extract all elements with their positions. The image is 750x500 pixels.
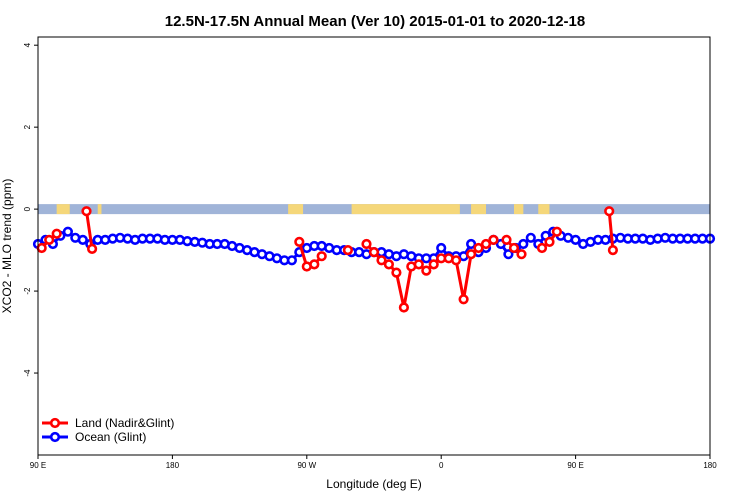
data-point: [570, 234, 581, 245]
land-band-segment: [97, 204, 102, 215]
legend-label: Ocean (Glint): [75, 430, 146, 444]
data-point: [316, 251, 327, 262]
data-point: [421, 265, 432, 276]
series-line: [85, 210, 94, 250]
data-point: [466, 249, 477, 260]
data-point: [51, 228, 62, 239]
data-point: [81, 206, 92, 217]
land-band-segment: [351, 204, 460, 215]
data-point: [44, 234, 55, 245]
data-point: [36, 242, 47, 254]
data-point: [361, 238, 372, 250]
data-point: [604, 206, 615, 217]
data-point: [376, 255, 387, 266]
x-tick-label: 90 W: [297, 461, 316, 470]
y-axis: 4 2 0 -2 -4: [23, 42, 38, 377]
series-line: [607, 211, 615, 251]
x-axis-label: Longitude (deg E): [326, 477, 421, 491]
y-tick-label: 4: [23, 42, 32, 47]
y-tick-label: 2: [23, 124, 32, 129]
land-band-segment: [288, 204, 304, 215]
legend-marker: [49, 417, 61, 429]
land-band-segment: [514, 204, 524, 215]
data-point: [62, 226, 73, 237]
data-point: [342, 245, 354, 256]
series-layer: [32, 206, 716, 313]
data-point: [607, 245, 619, 256]
data-point: [294, 236, 305, 247]
x-tick-label: 0: [439, 461, 444, 470]
data-point: [413, 259, 424, 270]
x-axis: 90 E 180 90 W 0 90 E 180: [30, 455, 717, 470]
data-point: [551, 226, 563, 237]
legend: Land (Nadir&Glint)Ocean (Glint): [42, 416, 174, 444]
land-band-segment: [56, 204, 70, 215]
land-band-segment: [538, 204, 550, 215]
legend-label: Land (Nadir&Glint): [75, 416, 174, 430]
x-tick-label: 180: [703, 461, 717, 470]
y-tick-label: -2: [23, 287, 32, 295]
data-point: [488, 234, 499, 245]
data-point: [398, 302, 410, 313]
data-point: [436, 242, 447, 254]
legend-marker: [49, 431, 61, 443]
series-land: [36, 206, 619, 313]
data-point: [466, 238, 477, 250]
land-band-segment: [471, 204, 486, 215]
data-point: [544, 236, 555, 247]
data-point: [501, 234, 512, 245]
x-tick-label: 90 E: [30, 461, 46, 470]
data-point: [309, 259, 320, 270]
x-tick-label: 180: [166, 461, 180, 470]
data-point: [391, 267, 402, 278]
data-point: [516, 249, 527, 260]
data-point: [525, 232, 536, 243]
data-point: [536, 242, 548, 254]
data-point: [77, 234, 88, 245]
data-point: [473, 242, 484, 254]
data-point: [368, 247, 380, 258]
data-point: [428, 259, 439, 270]
y-tick-label: -4: [23, 369, 32, 377]
land-ocean-band: [38, 204, 710, 215]
x-tick-label: 90 E: [567, 461, 583, 470]
data-point: [383, 259, 395, 270]
chart-title: 12.5N-17.5N Annual Mean (Ver 10) 2015-01…: [165, 13, 585, 30]
y-tick-label: 0: [23, 206, 32, 211]
data-point: [458, 294, 469, 305]
data-point: [86, 243, 98, 254]
data-point: [503, 249, 514, 260]
data-point: [451, 255, 462, 266]
data-point: [286, 255, 298, 266]
plot-frame: [37, 36, 711, 456]
y-axis-label: XCO2 - MLO trend (ppm): [0, 179, 14, 314]
data-point: [508, 242, 520, 254]
data-point: [480, 238, 492, 250]
data-point: [518, 238, 529, 250]
